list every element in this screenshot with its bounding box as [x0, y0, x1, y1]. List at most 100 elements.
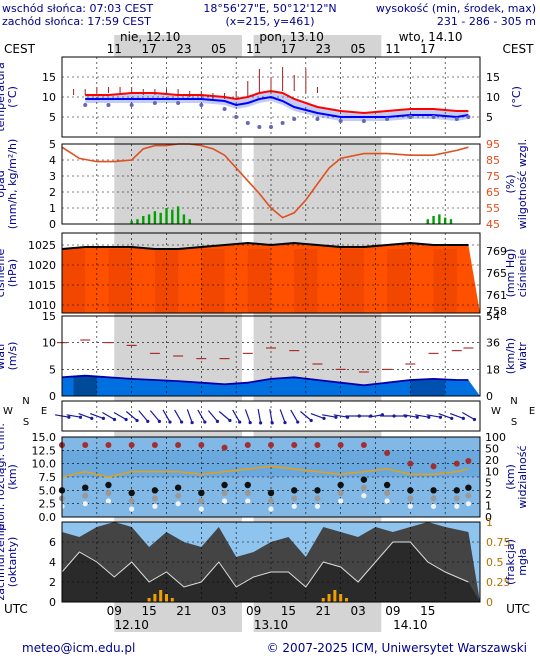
sunset-text: zachód słońca: 17:59 CEST — [2, 15, 151, 28]
cloud-base-point — [430, 487, 437, 494]
right-axis-label: widzialność — [516, 445, 529, 508]
wind-dir-arrow — [125, 411, 138, 421]
pressure-shade — [340, 249, 364, 313]
cloud-low-point — [453, 495, 460, 502]
day-label-bottom: 12.10 — [114, 618, 148, 632]
cest-tick-label: 05 — [211, 42, 226, 56]
wind-dir-head — [427, 415, 431, 419]
y-tick-label: 1010 — [28, 299, 56, 312]
wind-dir-arrow — [138, 410, 149, 422]
coords-text: 18°56'27"E, 50°12'12"N — [203, 2, 336, 15]
cloud-low-point — [360, 484, 367, 491]
cloud-base-point — [128, 489, 135, 497]
wind-dir-head — [296, 420, 300, 424]
y-tick-label: 5 — [49, 111, 56, 124]
compass-left-W: W — [3, 406, 13, 417]
fog-bar — [165, 594, 168, 602]
left-axis-label: zachmurzenie — [0, 523, 7, 600]
wind-dir-arrow — [279, 409, 286, 423]
y-tick-label: 4 — [49, 154, 56, 167]
right-axis-label: (°C) — [510, 86, 523, 108]
cloud-base-point — [174, 484, 182, 491]
fog-bar — [159, 590, 163, 602]
cest-tick-label: 17 — [420, 42, 435, 56]
wind-dir-head — [238, 420, 242, 424]
fog-bar — [344, 598, 348, 602]
wind-dir-head — [309, 418, 313, 423]
y2-tick-label: 1 — [485, 500, 492, 513]
cloud-low-point — [430, 495, 437, 502]
y-tick-label: 6 — [49, 536, 56, 549]
cloud-min-point — [221, 498, 228, 504]
right-axis-label: (frakcja) — [504, 539, 517, 585]
y-tick-label: 1 — [49, 202, 56, 215]
y2-tick-label: 85 — [486, 154, 500, 167]
fog-bar — [321, 598, 325, 602]
y-tick-label: 10 — [42, 337, 56, 350]
wind-dir-arrow — [449, 413, 464, 419]
right-axis-label: ciśnienie — [516, 249, 529, 298]
y-tick-label: 0 — [49, 390, 56, 403]
y-tick-label: 5 — [49, 363, 56, 376]
right-axis-label: wiatr — [516, 342, 529, 370]
wind-dir-arrow — [162, 409, 171, 423]
dewpoint-point — [83, 103, 88, 107]
day-label-bottom: 13.10 — [254, 618, 288, 632]
y-tick-label: 0 — [49, 218, 56, 231]
precip-bar — [153, 211, 157, 224]
pressure-shade — [108, 249, 132, 313]
cloud-top-point — [360, 442, 367, 448]
wind-dir-head — [438, 415, 443, 419]
cest-tick-label: 11 — [246, 42, 261, 56]
y-tick-label: 15.0 — [32, 431, 57, 444]
utc-tick-label: 15 — [281, 604, 296, 618]
wind-dir-arrow — [149, 410, 160, 422]
wind-dir-arrow — [300, 411, 312, 421]
cloud-top-point — [128, 442, 135, 448]
wind-dir-head — [67, 415, 71, 419]
wind-dir-head — [415, 415, 419, 419]
cloud-low-point — [128, 498, 135, 504]
cloud-base-point — [221, 481, 228, 489]
fog-bar — [170, 598, 174, 602]
cloud-base-point — [465, 484, 472, 491]
cest-tick-label: 17 — [141, 42, 156, 56]
precip-bar — [432, 216, 435, 224]
precip-bar — [426, 219, 429, 224]
y2-tick-label: 50 — [485, 442, 499, 455]
pressure-shade — [247, 249, 271, 313]
cloud-low-point — [291, 495, 298, 502]
panel-border — [61, 56, 481, 138]
wind-dir-head — [472, 417, 477, 422]
dewpoint-point — [129, 103, 134, 107]
dewpoint-point — [234, 115, 239, 119]
precip-bar — [182, 214, 186, 224]
dewpoint-point — [385, 117, 390, 121]
y2-tick-label: 15 — [486, 71, 500, 84]
cloud-min-point — [82, 501, 88, 507]
wind-dir-arrow — [186, 409, 193, 423]
wind-dir-arrow — [232, 409, 241, 423]
wind-dir-head — [270, 421, 274, 425]
wind-dir-head — [203, 420, 207, 424]
pressure-shade — [201, 249, 225, 313]
wind-dir-arrow — [438, 413, 452, 419]
cloud-low-point — [105, 490, 112, 496]
fog-bar — [339, 594, 343, 602]
cloud-top-point — [175, 442, 182, 448]
precip-bar — [171, 209, 174, 224]
cloud-top-point — [105, 442, 112, 448]
cloud-min-point — [465, 501, 471, 507]
compass-right-E: E — [529, 406, 535, 417]
cloud-top-point — [314, 442, 321, 448]
wind-dir-head — [259, 421, 263, 425]
left-axis-label: opad — [0, 170, 7, 197]
y2-tick-label: 2 — [485, 488, 492, 501]
cloud-top-point — [430, 463, 437, 470]
cloud-low-point — [82, 492, 89, 499]
pressure-shade — [433, 249, 457, 313]
fog-bar — [327, 594, 331, 602]
cloud-low-point — [175, 492, 182, 499]
